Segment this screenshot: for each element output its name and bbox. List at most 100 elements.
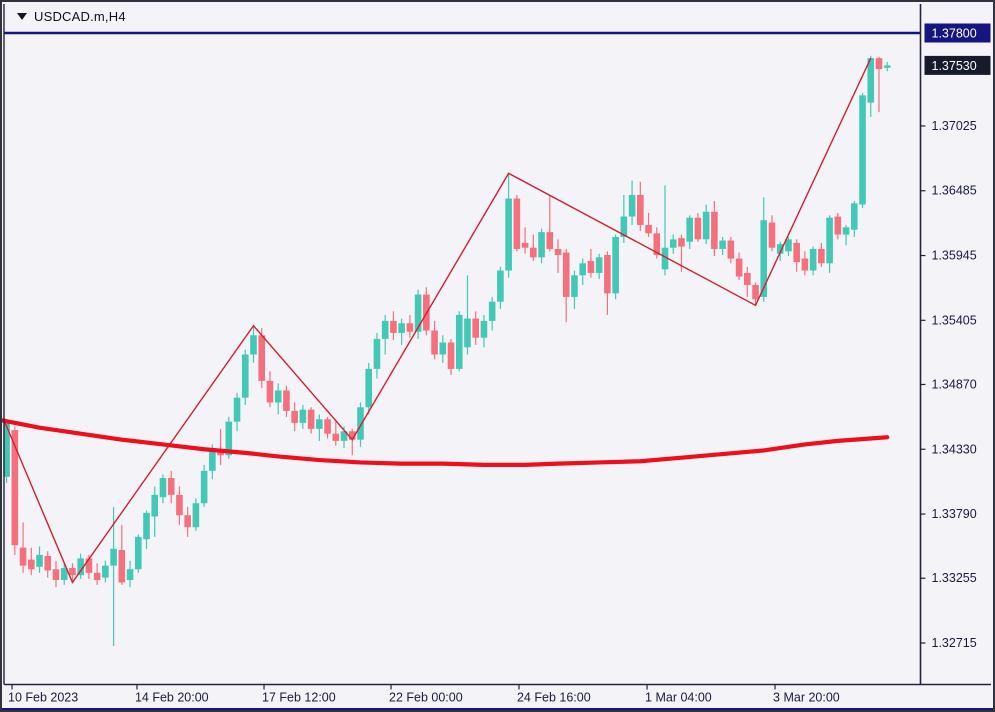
candle-body bbox=[192, 503, 200, 528]
candle-body bbox=[373, 338, 381, 369]
candle-body bbox=[365, 368, 373, 408]
candle-body bbox=[488, 301, 496, 321]
candle-body bbox=[85, 558, 93, 573]
candle-body bbox=[299, 409, 307, 423]
candle-body bbox=[77, 558, 84, 576]
candle-body bbox=[530, 247, 537, 258]
candle-body bbox=[93, 572, 101, 581]
candle-body bbox=[702, 211, 710, 240]
candle-body bbox=[439, 342, 447, 355]
price-tick-label: 1.35945 bbox=[932, 249, 977, 263]
candle-body bbox=[176, 494, 183, 516]
price-tick-label: 1.34870 bbox=[932, 377, 977, 391]
candle-body bbox=[447, 342, 455, 369]
candle-body bbox=[143, 512, 150, 540]
chevron-down-icon[interactable] bbox=[17, 13, 27, 20]
window-bottom-border bbox=[2, 708, 993, 710]
candle-body bbox=[867, 58, 875, 103]
axes-layer: 1.37025 1.36485 1.35945 1.35405 1.34870 1.343… bbox=[3, 4, 991, 705]
candle-body bbox=[455, 314, 463, 369]
price-tick-label: 1.32715 bbox=[932, 636, 977, 650]
candle-body bbox=[250, 335, 257, 355]
candle-body bbox=[102, 565, 109, 578]
candle-body bbox=[562, 252, 570, 297]
candle-body bbox=[538, 232, 545, 258]
candle-body bbox=[348, 431, 356, 440]
candle-body bbox=[768, 222, 776, 248]
hline-price-label bbox=[924, 23, 991, 43]
time-tick-label: 3 Mar 20:00 bbox=[773, 691, 840, 705]
candle-body bbox=[126, 569, 134, 581]
candle-body bbox=[875, 58, 883, 69]
candle-body bbox=[398, 323, 405, 333]
candle-body bbox=[151, 494, 159, 517]
symbol-timeframe-label: USDCAD.m,H4 bbox=[34, 9, 126, 24]
candle-body bbox=[167, 478, 175, 495]
candle-body bbox=[859, 95, 866, 205]
candle-body bbox=[357, 407, 364, 440]
candle-body bbox=[661, 247, 669, 270]
candle-body bbox=[497, 270, 504, 302]
candle-body bbox=[324, 419, 331, 434]
candle-body bbox=[834, 216, 842, 235]
candle-body bbox=[291, 410, 298, 423]
candle-body bbox=[719, 240, 726, 249]
candle-body bbox=[472, 318, 480, 338]
candle-body bbox=[579, 263, 586, 276]
candle-body bbox=[159, 478, 167, 498]
moving-average-line[interactable] bbox=[2, 418, 890, 467]
candle-body bbox=[27, 559, 35, 570]
candle-body bbox=[776, 244, 784, 254]
zigzag-pattern-line[interactable] bbox=[3, 57, 872, 584]
time-tick-label: 17 Feb 12:00 bbox=[262, 691, 336, 705]
candle-body bbox=[134, 536, 142, 570]
candle-body bbox=[69, 568, 76, 576]
candle-body bbox=[760, 220, 768, 297]
candle-body bbox=[390, 320, 397, 333]
hline-price-label-text: 1.37800 bbox=[932, 27, 977, 41]
candle-body bbox=[233, 397, 241, 422]
chart-titlebar: USDCAD.m,H4 bbox=[17, 9, 126, 24]
price-tick-label: 1.34330 bbox=[932, 442, 977, 456]
candle-body bbox=[36, 554, 43, 567]
bid-price-label bbox=[924, 55, 991, 75]
candle-body bbox=[809, 248, 817, 271]
candle-body bbox=[546, 232, 554, 249]
candle-body bbox=[52, 569, 60, 581]
candle-body bbox=[826, 217, 833, 264]
candle-body bbox=[678, 238, 685, 247]
candle-body bbox=[785, 239, 792, 252]
candle-body bbox=[258, 335, 266, 381]
candle-body bbox=[44, 556, 52, 571]
time-tick-label: 24 Feb 16:00 bbox=[517, 691, 591, 705]
candle-body bbox=[587, 260, 595, 273]
candle-body bbox=[694, 217, 702, 240]
price-tick-label: 1.33790 bbox=[932, 507, 977, 521]
candle-body bbox=[184, 515, 191, 528]
time-tick-label: 10 Feb 2023 bbox=[8, 691, 78, 705]
time-tick-label: 14 Feb 20:00 bbox=[135, 691, 209, 705]
candle-body bbox=[727, 240, 735, 259]
candle-body bbox=[241, 354, 249, 398]
price-tick-label: 1.35405 bbox=[932, 313, 977, 327]
candle-body bbox=[332, 433, 340, 441]
candle-body bbox=[274, 390, 282, 403]
price-tick-label: 1.37025 bbox=[932, 119, 977, 133]
candle-body bbox=[669, 239, 677, 248]
candle-body bbox=[431, 330, 438, 355]
candle-body bbox=[11, 430, 19, 546]
candle-body bbox=[340, 431, 348, 441]
candle-body bbox=[225, 421, 233, 456]
candle-body bbox=[752, 284, 759, 300]
candle-body bbox=[850, 203, 858, 230]
candle-body bbox=[307, 409, 315, 429]
candle-body bbox=[406, 323, 414, 332]
time-tick-label: 1 Mar 04:00 bbox=[645, 691, 712, 705]
candle-body bbox=[464, 318, 471, 348]
candle-body bbox=[653, 233, 661, 255]
candle-body bbox=[19, 547, 27, 566]
candle-body bbox=[801, 258, 809, 271]
time-tick-label: 22 Feb 00:00 bbox=[389, 691, 463, 705]
candle-body bbox=[637, 194, 644, 225]
